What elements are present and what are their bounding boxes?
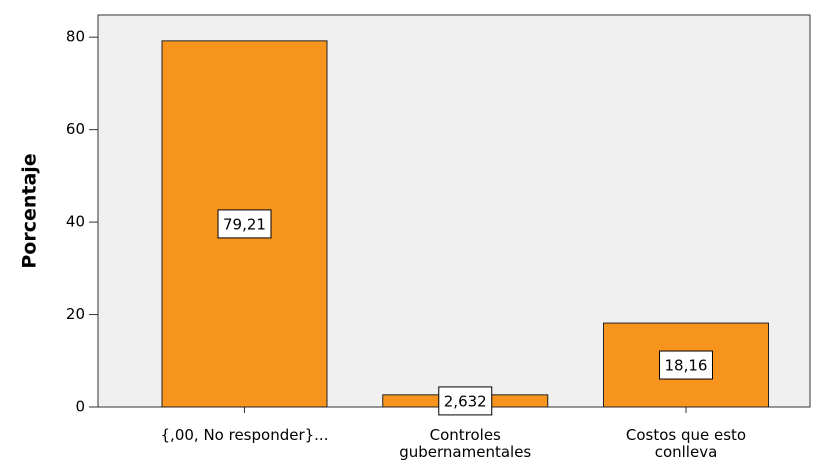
- y-tick-label: 0: [75, 398, 85, 416]
- y-tick-label: 20: [66, 305, 85, 323]
- y-tick-label: 60: [66, 120, 85, 138]
- value-label: 79,21: [223, 215, 266, 233]
- y-tick-label: 40: [66, 213, 85, 231]
- y-tick-label: 80: [66, 28, 85, 46]
- x-tick-label: {,00, No responder}...: [160, 426, 329, 444]
- x-tick-label: Controles gubernamentales: [399, 426, 532, 461]
- value-label-box: [217, 209, 272, 239]
- value-label: 18,16: [665, 357, 708, 375]
- value-label: 2,632: [444, 392, 487, 410]
- value-label-box: [438, 386, 493, 416]
- x-tick-label: Costos que esto conlleva: [625, 426, 747, 461]
- y-axis-title: Porcentaje: [19, 153, 41, 268]
- value-label-box: [659, 350, 713, 380]
